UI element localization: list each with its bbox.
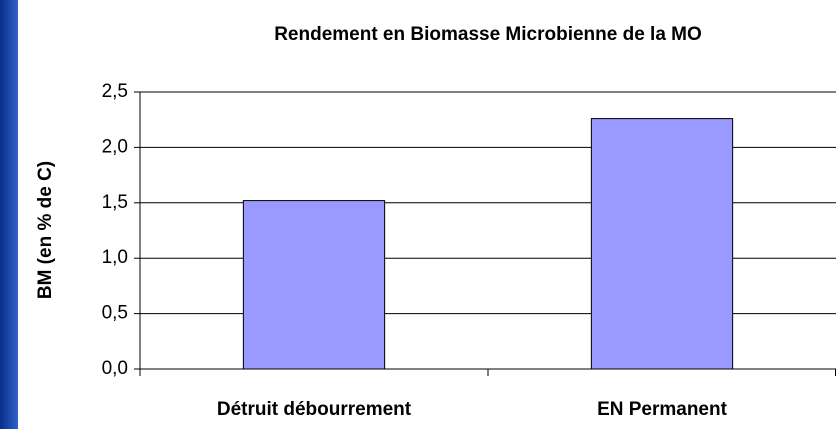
y-tick-label: 2,0 — [102, 136, 128, 157]
x-tick-label: Détruit débourrement — [217, 399, 412, 420]
x-tick-label: EN Permanent — [597, 399, 728, 420]
y-axis-title: BM (en % de C) — [35, 161, 56, 299]
bar — [590, 118, 734, 370]
slide-edge — [0, 0, 18, 429]
chart-title: Rendement en Biomasse Microbienne de la … — [274, 24, 702, 45]
y-tick-label: 0,5 — [102, 303, 128, 324]
y-tick-label: 2,5 — [102, 81, 128, 102]
y-tick-label: 1,5 — [102, 192, 128, 213]
y-tick-label: 0,0 — [102, 358, 128, 379]
bar — [242, 200, 386, 370]
y-tick-label: 1,0 — [102, 247, 128, 268]
